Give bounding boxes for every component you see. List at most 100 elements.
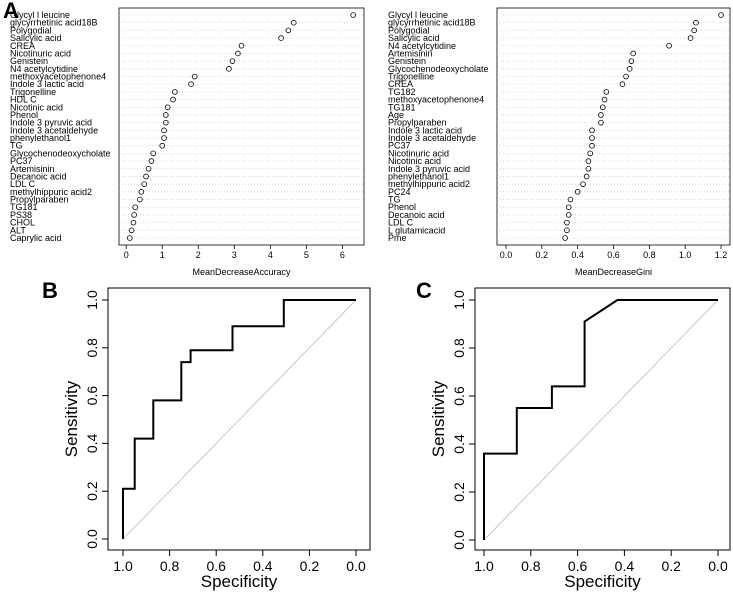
mda-point: [350, 12, 356, 18]
mdg-x-tick-label: 0.4: [571, 250, 584, 260]
roc-c-y-tick-label: 0.8: [451, 338, 467, 358]
mda-point: [148, 158, 155, 164]
roc-c-roc-curve: [483, 299, 718, 540]
mda-point: [290, 19, 297, 26]
roc-b-x-tick-label: 0.4: [253, 558, 273, 574]
mda-point: [163, 119, 169, 126]
mdg-point: [601, 96, 608, 103]
mda-variable-label: Trigonelline: [10, 87, 56, 97]
mdg-point: [585, 158, 592, 164]
mda-variable-label: TG181: [10, 202, 38, 212]
roc-b-x-axis-title: Specificity: [201, 572, 278, 591]
roc-c-y-axis-title: Sensitivity: [429, 380, 448, 457]
roc-c-x-tick-label: 1.0: [474, 558, 494, 574]
mda-point: [161, 135, 167, 141]
roc-b-x-tick-label: 0.6: [206, 558, 226, 574]
mda-point: [128, 227, 135, 234]
mda-x-tick-label: 2: [196, 250, 201, 260]
mda-point: [161, 127, 167, 134]
mdg-x-tick-label: 0.0: [500, 250, 513, 260]
mda-variable-label: PS38: [10, 210, 32, 220]
mda-variable-label: HDL C: [10, 95, 37, 105]
roc-b-y-tick-label: 0.8: [84, 338, 100, 358]
mdg-point: [626, 66, 633, 72]
mdg-x-tick-label: 1.2: [715, 250, 728, 260]
mdg-variable-label: methylhippuric acid2: [388, 179, 470, 189]
mdg-point: [565, 212, 572, 218]
mdg-point: [564, 219, 570, 226]
mdg-x-tick-label: 1.0: [679, 250, 692, 260]
roc-b-y-axis-title: Sensitivity: [62, 380, 81, 457]
mda-variable-label: Polygodial: [10, 25, 52, 35]
mdg-variable-label: Decanoic acid: [388, 210, 445, 220]
mda-point: [163, 112, 169, 118]
mdg-point: [587, 150, 593, 157]
mda-variable-label: Caprylic acid: [10, 233, 62, 243]
roc-c-x-axis-title: Specificity: [564, 572, 641, 591]
mdg-point: [693, 19, 699, 26]
mda-point: [138, 189, 145, 195]
mda-variable-label: methoxyacetophenone4: [10, 72, 106, 82]
mdg-point: [564, 227, 570, 234]
mdg-variable-label: CREA: [388, 79, 413, 89]
roc-c-chance-diagonal: [483, 299, 719, 541]
mdg-variable-label: LDL C: [388, 218, 414, 228]
mda-variable-label: TG: [10, 141, 23, 151]
mdg-variable-label: Artemisinin: [388, 48, 433, 58]
mda-variable-label: CHOL: [10, 218, 35, 228]
roc-b-y-tick-label: 0.4: [84, 433, 100, 453]
mdg-point: [691, 27, 697, 34]
mda-point: [141, 181, 148, 187]
mda-variable-label: Indole 3 pyruvic acid: [10, 118, 92, 128]
mdg-point: [623, 73, 629, 80]
mda-variable-label: methylhippuric acid2: [10, 187, 92, 197]
mdg-point: [687, 35, 694, 41]
mda-point: [145, 165, 152, 172]
mda-point: [131, 212, 137, 218]
mda-variable-label: Indole 3 lactic acid: [10, 79, 84, 89]
mda-point: [229, 58, 236, 64]
mdg-variable-label: Glycochenodeoxycholate: [388, 64, 489, 74]
mda-x-tick-label: 0: [124, 250, 129, 260]
mdg-variable-label: Indole 3 acetaldehyde: [388, 133, 476, 143]
mda-point: [191, 73, 198, 80]
mda-variable-label: N4 acetylcytidine: [10, 64, 78, 74]
roc-b-x-tick-label: 1.0: [113, 558, 133, 574]
mdg-point: [630, 50, 637, 57]
mda-point: [130, 219, 137, 226]
mda-point: [188, 81, 194, 88]
mdg-point: [562, 235, 568, 241]
roc-c-x-tick-label: 0.6: [568, 558, 588, 574]
mdg-point: [603, 89, 610, 95]
mdg-variable-label: L glutamicacid: [388, 225, 445, 235]
mda-x-tick-label: 4: [268, 250, 273, 260]
mda-point: [127, 235, 133, 241]
chart-roc-c: 0.0 0.2 0.4 0.6 0.8 1.0 1.0 0.8 0.6 0.4 0.2 0.0 Spec…: [429, 287, 731, 591]
mdg-variable-label: Propylparaben: [388, 118, 447, 128]
roc-c-y-tick-label: 0.4: [451, 434, 467, 454]
mda-point: [143, 173, 149, 180]
mda-point: [159, 142, 166, 149]
mda-variable-label: CREA: [10, 41, 35, 51]
mdg-point: [574, 189, 581, 195]
roc-c-x-tick-label: 0.2: [661, 558, 681, 574]
roc-c-y-tick-label: 0.0: [451, 530, 467, 550]
mdg-variable-label: TG: [388, 195, 401, 205]
mdg-point: [585, 165, 592, 172]
mdg-point: [628, 58, 635, 64]
mdg-variable-label: Nicotinic acid: [388, 156, 441, 166]
mdg-point: [583, 173, 590, 180]
mdg-x-tick-label: 0.2: [536, 250, 549, 260]
mdg-variable-label: Phenol: [388, 202, 416, 212]
mdg-variable-label: methoxyacetophenone4: [388, 95, 484, 105]
mda-plot-frame: [118, 7, 365, 246]
mda-variable-label: phenylethanol1: [10, 133, 71, 143]
mdg-point: [598, 112, 604, 118]
roc-b-x-tick-label: 0.2: [300, 558, 320, 574]
mdg-point: [599, 104, 606, 111]
mdg-variable-label: PC37: [388, 141, 411, 151]
mda-variable-label: ALT: [10, 225, 26, 235]
